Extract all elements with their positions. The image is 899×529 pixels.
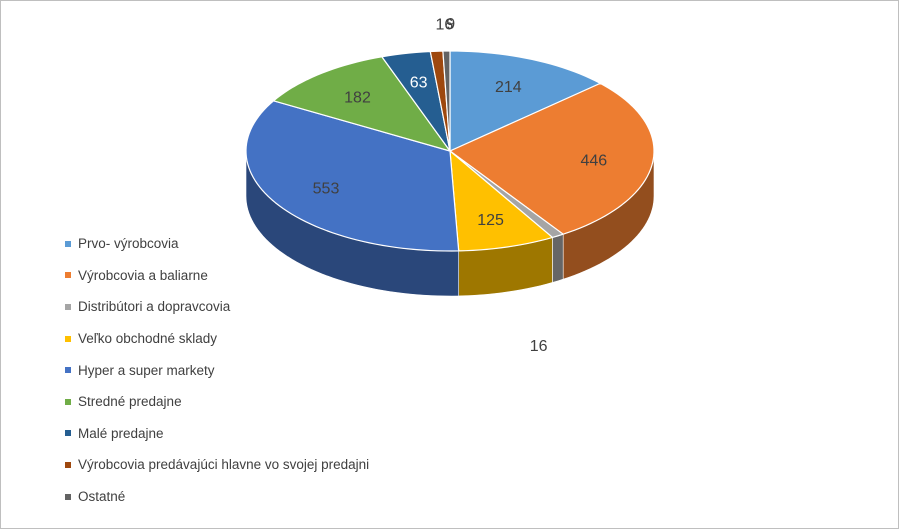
data-label-5: 182	[344, 89, 371, 106]
legend-item: Veľko obchodné sklady	[65, 323, 465, 355]
data-label-4: 553	[313, 181, 340, 198]
slice-top-3	[449, 150, 554, 252]
data-label-1: 446	[580, 153, 607, 170]
slice-top-0	[449, 50, 601, 152]
legend-item: Hyper a super markety	[65, 354, 465, 386]
chart-legend: Prvo- výrobcovia Výrobcovia a baliarne Dis…	[65, 228, 465, 512]
slice-top-1	[449, 82, 655, 235]
legend-item: Výrobcovia predávajúci hlavne vo svojej …	[65, 449, 465, 481]
legend-item: Malé predajne	[65, 418, 465, 450]
data-label-8: 9	[446, 16, 455, 33]
slice-top-8	[442, 50, 451, 152]
legend-item: Ostatné	[65, 481, 465, 513]
legend-label: Stredné predajne	[78, 394, 182, 410]
legend-label: Ostatné	[78, 489, 126, 505]
slice-top-6	[381, 50, 451, 152]
legend-swatch	[65, 430, 71, 437]
legend-label: Výrobcovia a baliarne	[78, 267, 208, 283]
legend-label: Prvo- výrobcovia	[78, 236, 179, 252]
legend-swatch	[65, 335, 71, 342]
data-label-2: 16	[530, 338, 548, 355]
legend-label: Hyper a super markety	[78, 362, 215, 378]
legend-item: Prvo- výrobcovia	[65, 228, 465, 260]
data-label-7: 16	[436, 16, 454, 33]
slice-top-4	[245, 100, 460, 252]
legend-label: Distribútori a dopravcovia	[78, 299, 231, 315]
legend-swatch	[65, 367, 71, 374]
legend-swatch	[65, 461, 71, 468]
legend-swatch	[65, 303, 71, 310]
slice-side-2	[552, 233, 564, 283]
data-label-6: 63	[410, 75, 428, 92]
legend-item: Stredné predajne	[65, 386, 465, 418]
legend-item: Distribútori a dopravcovia	[65, 291, 465, 323]
data-label-0: 214	[495, 79, 522, 96]
slice-top-5	[272, 56, 451, 152]
legend-label: Malé predajne	[78, 425, 164, 441]
legend-swatch	[65, 272, 71, 279]
legend-swatch	[65, 493, 71, 500]
data-label-3: 125	[477, 212, 504, 229]
legend-item: Výrobcovia a baliarne	[65, 260, 465, 292]
legend-swatch	[65, 398, 71, 405]
legend-label: Veľko obchodné sklady	[78, 331, 218, 347]
legend-label: Výrobcovia predávajúci hlavne vo svojej …	[78, 457, 370, 473]
legend-swatch	[65, 240, 71, 247]
